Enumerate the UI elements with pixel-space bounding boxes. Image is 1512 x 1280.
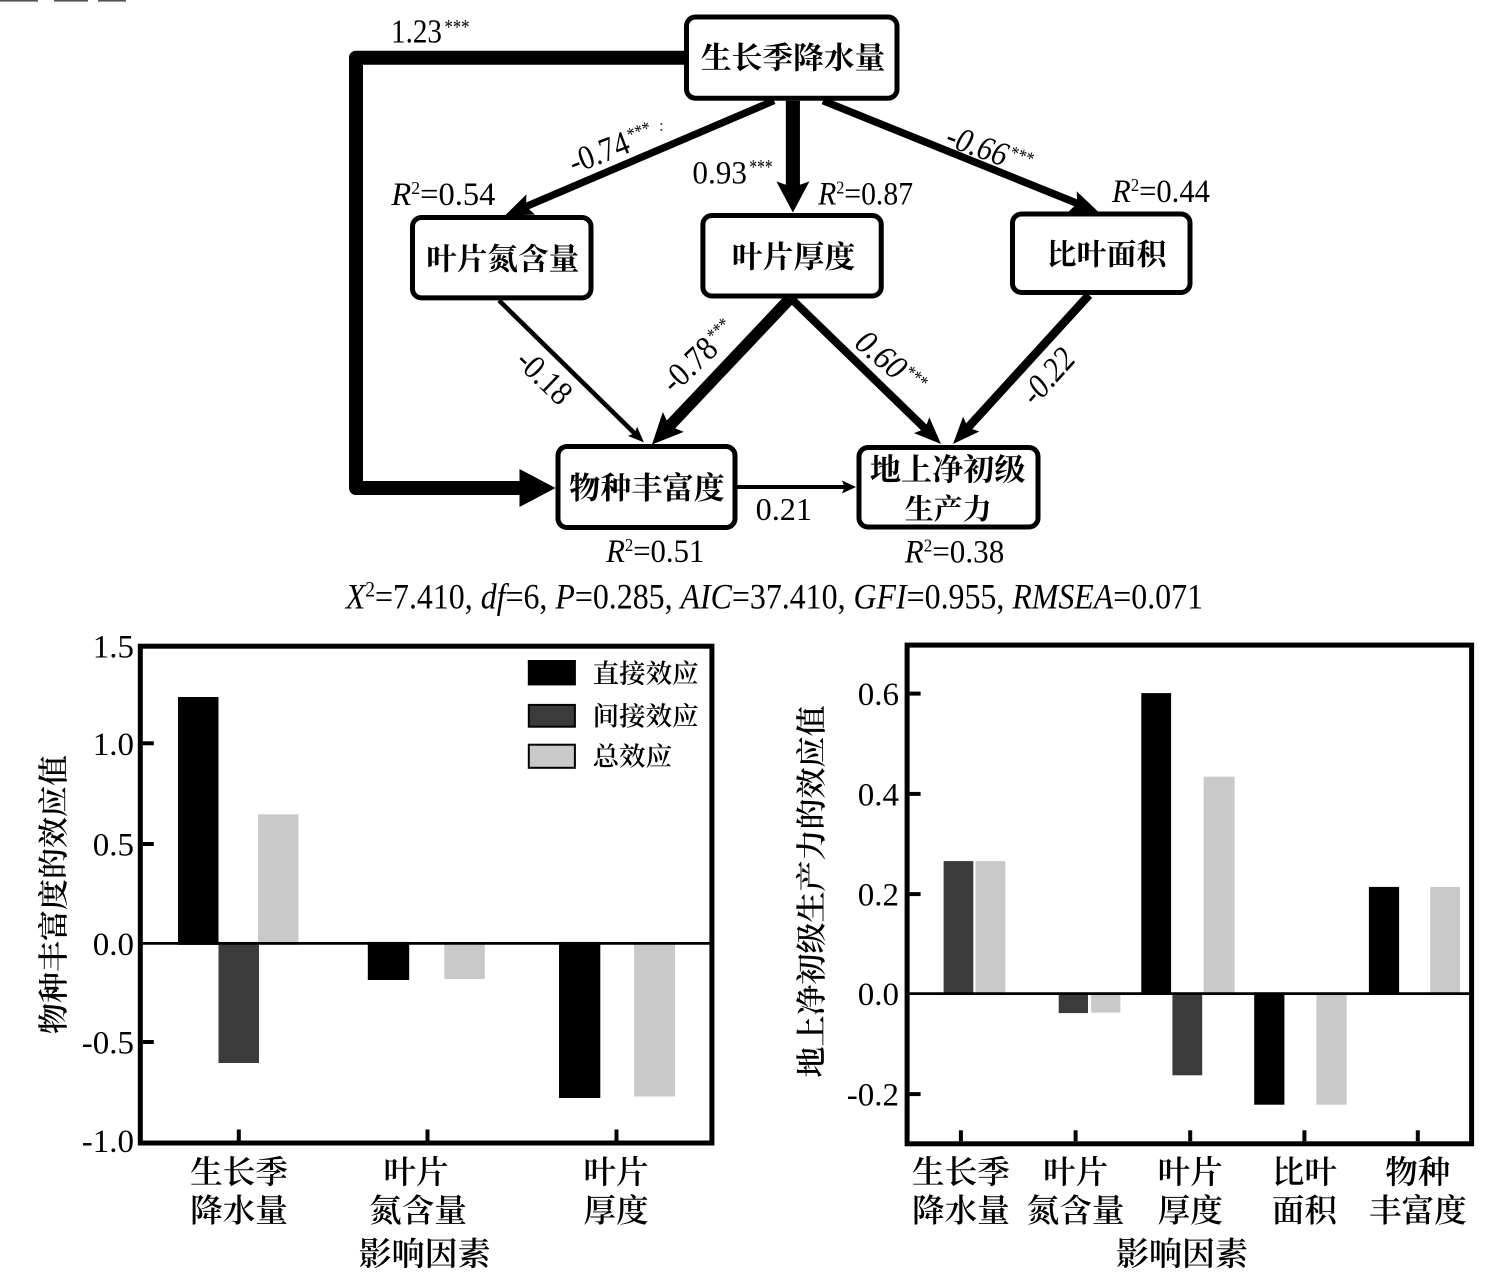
svg-text:X2=7.410, df=6, P=0.285, AIC=3: X2=7.410, df=6, P=0.285, AIC=37.410, GFI… <box>344 577 1203 617</box>
svg-text:1.23: 1.23 <box>391 14 442 51</box>
svg-text:R: R <box>1111 174 1131 210</box>
svg-text::: : <box>659 116 664 135</box>
svg-text:1.0: 1.0 <box>93 727 134 763</box>
svg-text:1.5: 1.5 <box>93 630 134 666</box>
svg-text:0.0: 0.0 <box>93 927 134 963</box>
svg-text:-1.0: -1.0 <box>82 1124 134 1160</box>
svg-text:***: *** <box>749 155 772 179</box>
svg-text:-0.5: -0.5 <box>82 1026 134 1062</box>
svg-text:***: *** <box>445 15 470 39</box>
svg-text:=0.54: =0.54 <box>420 177 495 213</box>
svg-text:-0.2: -0.2 <box>847 1078 899 1114</box>
svg-text:R: R <box>904 534 924 570</box>
svg-text:=0.38: =0.38 <box>932 534 1004 570</box>
svg-text:=0.44: =0.44 <box>1139 174 1210 210</box>
svg-text:0.4: 0.4 <box>858 777 899 813</box>
svg-text:=0.87: =0.87 <box>844 177 913 213</box>
svg-text:2: 2 <box>1131 175 1139 195</box>
svg-text:2: 2 <box>836 178 844 198</box>
svg-text:0.2: 0.2 <box>858 878 899 914</box>
svg-text:R: R <box>390 177 411 213</box>
svg-text:R: R <box>605 534 625 570</box>
svg-text:0.93: 0.93 <box>692 156 747 192</box>
svg-text:0.5: 0.5 <box>93 828 134 864</box>
svg-text:0.6: 0.6 <box>858 677 899 713</box>
svg-text:2: 2 <box>411 178 420 198</box>
svg-text:2: 2 <box>625 535 633 555</box>
svg-text:=0.51: =0.51 <box>633 534 704 570</box>
svg-text:2: 2 <box>924 535 933 555</box>
svg-text:0.21: 0.21 <box>756 491 812 527</box>
svg-text:R: R <box>817 177 836 213</box>
svg-text:0.0: 0.0 <box>858 977 899 1013</box>
